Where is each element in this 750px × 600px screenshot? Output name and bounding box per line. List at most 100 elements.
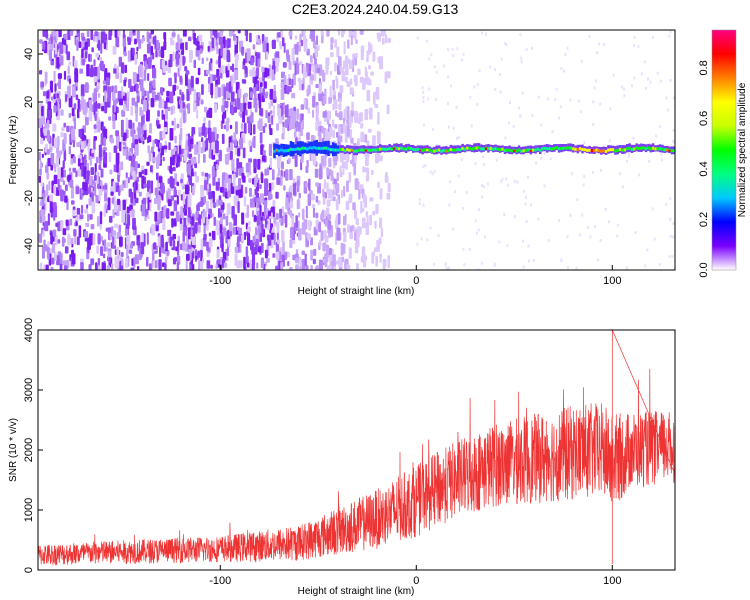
spectrogram-cell xyxy=(312,95,316,108)
spectrogram-cell xyxy=(558,116,561,120)
spectrogram-cell xyxy=(50,153,55,165)
spectrogram-cell xyxy=(290,227,294,239)
spectrogram-cell xyxy=(481,31,484,35)
spectrogram-cell xyxy=(537,217,540,221)
signal-band-core xyxy=(506,148,509,152)
spectrogram-cell xyxy=(326,182,329,194)
spectrogram-cell xyxy=(493,263,496,267)
signal-band-core xyxy=(670,149,674,153)
spectrogram-cell xyxy=(367,128,372,133)
spectrogram-cell xyxy=(326,265,329,270)
spectrogram-cell xyxy=(147,197,150,211)
signal-band-core xyxy=(310,146,314,150)
spectrogram-cell xyxy=(216,199,219,207)
signal-band-core xyxy=(581,148,584,151)
spectrogram-cell xyxy=(494,67,497,71)
spectrogram-cell xyxy=(154,187,159,196)
signal-band-core xyxy=(510,149,514,153)
spectrogram-cell xyxy=(355,218,359,226)
spectrogram-cell xyxy=(230,65,233,71)
spectrogram-cell xyxy=(269,157,272,168)
spectrogram-cell xyxy=(182,30,187,37)
spectrogram-cell xyxy=(215,181,220,191)
spectrogram-cell xyxy=(126,105,129,112)
signal-band-core xyxy=(604,149,608,153)
spectrogram-cell xyxy=(616,234,619,238)
spectrogram-cell xyxy=(603,43,606,46)
signal-band-core xyxy=(402,147,406,151)
spectrogram-cell xyxy=(253,158,257,169)
spectrogram-cell xyxy=(125,117,128,130)
spectrogram-cell xyxy=(255,238,259,246)
spectrogram-cell xyxy=(355,39,358,44)
spectrogram-cell xyxy=(364,134,368,143)
spectrogram-cell xyxy=(156,120,160,126)
spectrogram-cell xyxy=(63,43,67,53)
spectrogram-cell xyxy=(182,55,185,66)
spectrogram-cell xyxy=(644,264,647,268)
spectrogram-cell xyxy=(292,112,296,123)
spectrogram-cell xyxy=(347,265,350,270)
spectrogram-cell xyxy=(176,123,180,129)
spectrogram-cell xyxy=(101,106,105,112)
spectrogram-cell xyxy=(93,102,98,112)
spectrogram-cell xyxy=(374,104,379,109)
spectrogram-cell xyxy=(215,59,219,65)
signal-band-core xyxy=(369,148,373,152)
spectrogram-cell xyxy=(527,175,529,179)
spectrogram-cell xyxy=(494,87,497,91)
spectrogram-cell xyxy=(128,119,133,129)
spectrogram-cell xyxy=(337,30,341,36)
spectrogram-cell xyxy=(177,240,180,252)
signal-band-peak xyxy=(364,149,368,152)
spectrogram-cell xyxy=(354,30,357,41)
spectrogram-cell xyxy=(177,67,180,77)
spectrogram-cell xyxy=(106,265,110,270)
spectrogram-cell xyxy=(180,194,184,201)
spectrogram-cell xyxy=(232,227,236,235)
spectrogram-cell xyxy=(80,32,85,38)
spectrogram-cell xyxy=(255,52,259,57)
signal-band-peak xyxy=(350,149,354,152)
spectrogram-cell xyxy=(582,183,585,187)
spectrogram-cell xyxy=(452,126,455,130)
spectrogram-cell xyxy=(312,109,315,118)
spectrogram-cell xyxy=(422,90,425,94)
signal-band-core xyxy=(588,148,591,152)
spectrogram-cell xyxy=(192,250,195,259)
spectrogram-cell xyxy=(232,63,235,73)
spectrogram-cell xyxy=(485,32,487,36)
spectrogram-cell xyxy=(456,47,459,51)
spectrogram-cell xyxy=(375,203,379,214)
spectrogram-cell xyxy=(593,225,596,228)
spectrogram-cell xyxy=(284,119,288,128)
spectrogram-cell xyxy=(294,131,297,138)
spectrogram-cell xyxy=(84,231,89,239)
spectrogram-cell xyxy=(146,109,150,122)
spectrogram-cell xyxy=(312,258,316,265)
spectrogram-cell xyxy=(313,249,317,256)
spectrogram-cell xyxy=(371,169,374,175)
spectrogram-cell xyxy=(57,239,61,244)
spectrogram-cell xyxy=(95,52,99,58)
spectrogram-cell xyxy=(159,142,162,149)
spectrogram-cell xyxy=(447,266,450,270)
spectrogram-cell xyxy=(102,262,106,270)
spectrogram-cell xyxy=(198,34,203,42)
signal-band-core xyxy=(282,149,286,153)
spectrogram-cell xyxy=(133,85,136,92)
spectrogram-cell xyxy=(310,135,315,143)
spectrogram-cell xyxy=(422,203,425,207)
x-tick-label: 0 xyxy=(413,275,419,287)
spectrogram-cell xyxy=(280,88,285,100)
spectrogram-cell xyxy=(163,127,168,133)
spectrogram-cell xyxy=(625,266,628,270)
spectrogram-cell xyxy=(236,97,241,110)
signal-band-core xyxy=(609,148,612,152)
spectrogram-cell xyxy=(276,177,281,185)
spectrogram-cell xyxy=(242,175,246,183)
spectrogram-cell xyxy=(119,141,122,152)
spectrogram-cell xyxy=(294,35,298,40)
spectrogram-cell xyxy=(210,83,214,96)
signal-band-core xyxy=(555,146,558,150)
